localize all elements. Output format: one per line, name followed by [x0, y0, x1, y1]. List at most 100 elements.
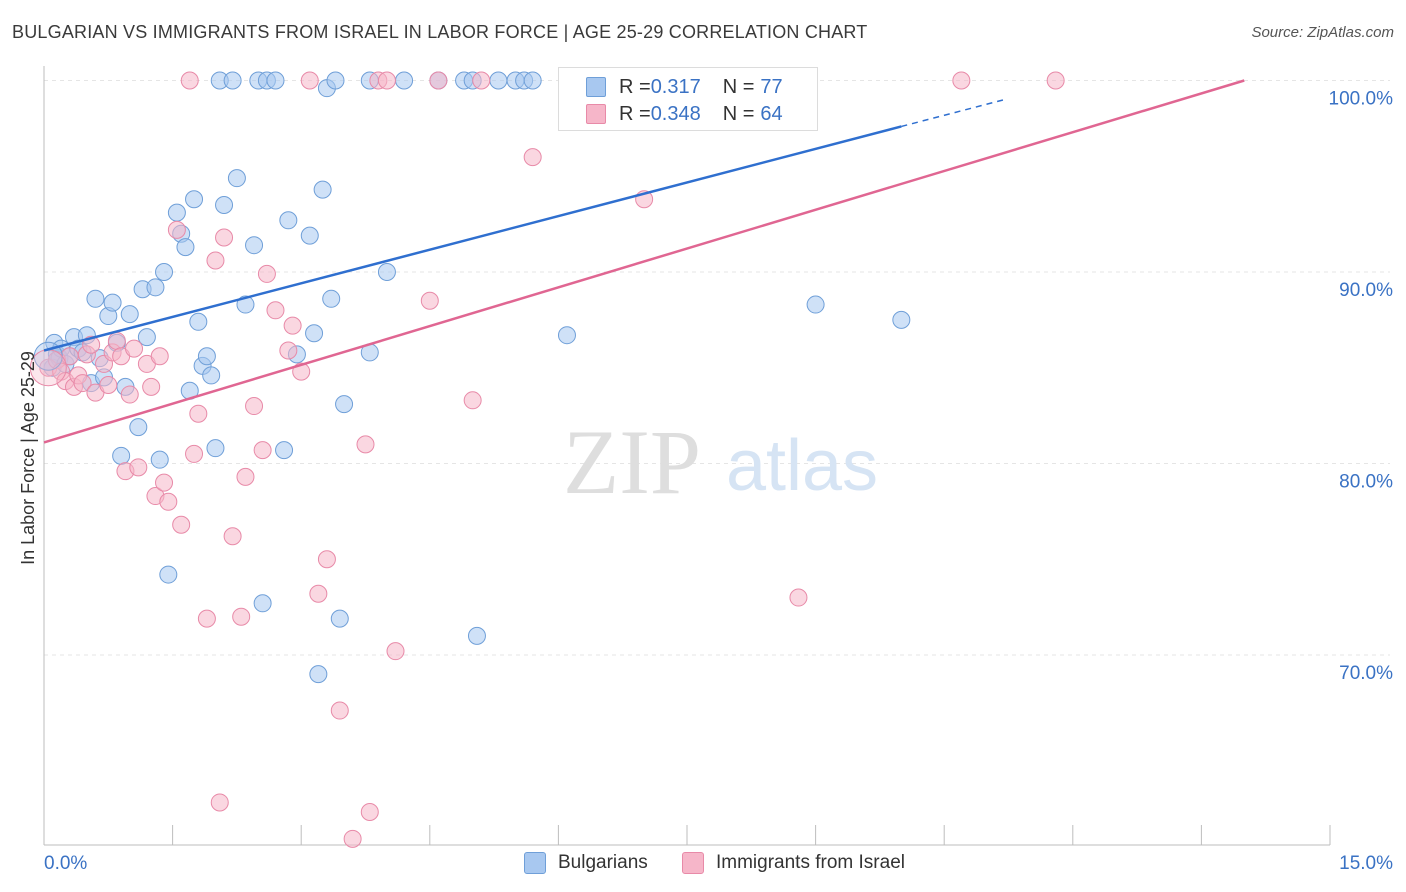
point-israel	[189, 404, 208, 423]
r-label: R =	[619, 102, 651, 125]
point-israel	[167, 220, 186, 239]
point-bulgarians	[155, 263, 174, 281]
legend-item-bulgarians[interactable]: Bulgarians	[524, 852, 648, 874]
point-bulgarians	[189, 312, 208, 331]
point-bulgarians	[322, 289, 341, 308]
point-bulgarians	[557, 326, 576, 345]
point-bulgarians	[236, 295, 255, 314]
trend-line-bulgarians	[43, 125, 902, 352]
point-israel	[172, 515, 191, 534]
watermark-atlas: atlas	[726, 426, 878, 506]
point-bulgarians	[159, 565, 178, 584]
point-israel	[155, 473, 174, 492]
point-bulgarians	[395, 71, 414, 90]
point-bulgarians	[275, 441, 294, 460]
point-israel	[1046, 71, 1065, 90]
point-bulgarians	[335, 395, 354, 414]
bulgarians-swatch	[524, 852, 546, 874]
n-value: 77	[760, 75, 783, 98]
point-israel	[180, 71, 199, 90]
point-bulgarians	[167, 203, 186, 222]
point-bulgarians	[223, 71, 242, 90]
point-bulgarians	[489, 71, 508, 90]
watermark: ZIP atlas	[563, 411, 878, 513]
legend-label: Bulgarians	[558, 852, 648, 873]
stats-legend: R = 0.317 N = 77 R = 0.348 N = 64	[558, 67, 818, 131]
data-points	[29, 71, 1065, 848]
point-israel	[523, 148, 542, 167]
point-israel	[185, 444, 204, 463]
israel-swatch	[682, 852, 704, 874]
point-bulgarians	[176, 238, 195, 257]
point-bulgarians	[253, 594, 272, 613]
point-israel	[120, 385, 139, 404]
point-bulgarians	[330, 609, 349, 628]
point-israel	[356, 435, 375, 454]
r-value: 0.348	[650, 102, 701, 125]
point-israel	[330, 701, 349, 720]
bulgarians-swatch	[586, 77, 606, 97]
y-axis-title: In Labor Force | Age 25-29	[18, 351, 38, 565]
n-label: N =	[722, 75, 755, 98]
axes	[43, 66, 1331, 846]
point-israel	[283, 316, 302, 335]
point-israel	[197, 609, 216, 628]
point-israel	[232, 607, 251, 626]
axis-labels: 70.0% 80.0% 90.0% 100.0% 0.0% 15.0% In Labor F…	[18, 89, 1393, 875]
point-bulgarians	[309, 665, 328, 684]
point-israel	[223, 527, 242, 546]
point-israel	[73, 374, 92, 393]
r-value: 0.317	[650, 75, 701, 98]
point-israel	[279, 341, 298, 360]
point-israel	[253, 441, 272, 460]
y-tick-label: 100.0%	[1329, 89, 1394, 110]
point-israel	[215, 228, 234, 247]
point-israel	[150, 347, 169, 366]
point-bulgarians	[215, 195, 234, 214]
point-israel	[245, 397, 264, 416]
israel-swatch	[586, 104, 606, 124]
point-bulgarians	[120, 305, 139, 324]
point-israel	[300, 71, 319, 90]
point-israel	[360, 803, 379, 822]
trend-line-israel	[43, 79, 1245, 444]
grid-lines	[44, 80, 1390, 656]
point-israel	[309, 584, 328, 603]
point-israel	[107, 331, 126, 350]
point-israel	[129, 458, 148, 477]
point-israel	[377, 71, 396, 90]
legend-item-israel[interactable]: Immigrants from Israel	[682, 852, 905, 874]
point-bulgarians	[377, 263, 396, 281]
source-credit: Source: ZipAtlas.com	[1251, 24, 1394, 41]
point-israel	[142, 377, 161, 396]
legend-label: Immigrants from Israel	[716, 852, 905, 873]
x-tick-label: 0.0%	[44, 853, 87, 874]
point-bulgarians	[185, 190, 204, 209]
r-label: R =	[619, 75, 651, 98]
point-bulgarians	[227, 169, 246, 188]
point-israel	[463, 391, 482, 410]
point-israel	[472, 71, 491, 90]
point-israel	[386, 642, 405, 661]
point-bulgarians	[279, 211, 298, 230]
point-bulgarians	[266, 71, 285, 90]
point-israel	[429, 71, 448, 90]
y-tick-label: 90.0%	[1339, 280, 1393, 301]
point-israel	[159, 492, 178, 511]
point-israel	[420, 291, 439, 310]
point-israel	[266, 301, 285, 320]
point-israel	[210, 793, 229, 812]
point-bulgarians	[129, 418, 148, 437]
point-israel	[206, 251, 225, 270]
point-israel	[125, 339, 144, 358]
stats-legend-row-bulgarians: R = 0.317 N = 77	[586, 74, 783, 100]
point-israel	[236, 467, 255, 486]
point-bulgarians	[245, 236, 264, 255]
y-tick-label: 80.0%	[1339, 472, 1393, 493]
point-bulgarians	[150, 450, 169, 469]
point-bulgarians	[206, 439, 225, 458]
point-bulgarians	[806, 295, 825, 314]
point-israel	[343, 829, 362, 848]
point-bulgarians	[86, 289, 105, 308]
